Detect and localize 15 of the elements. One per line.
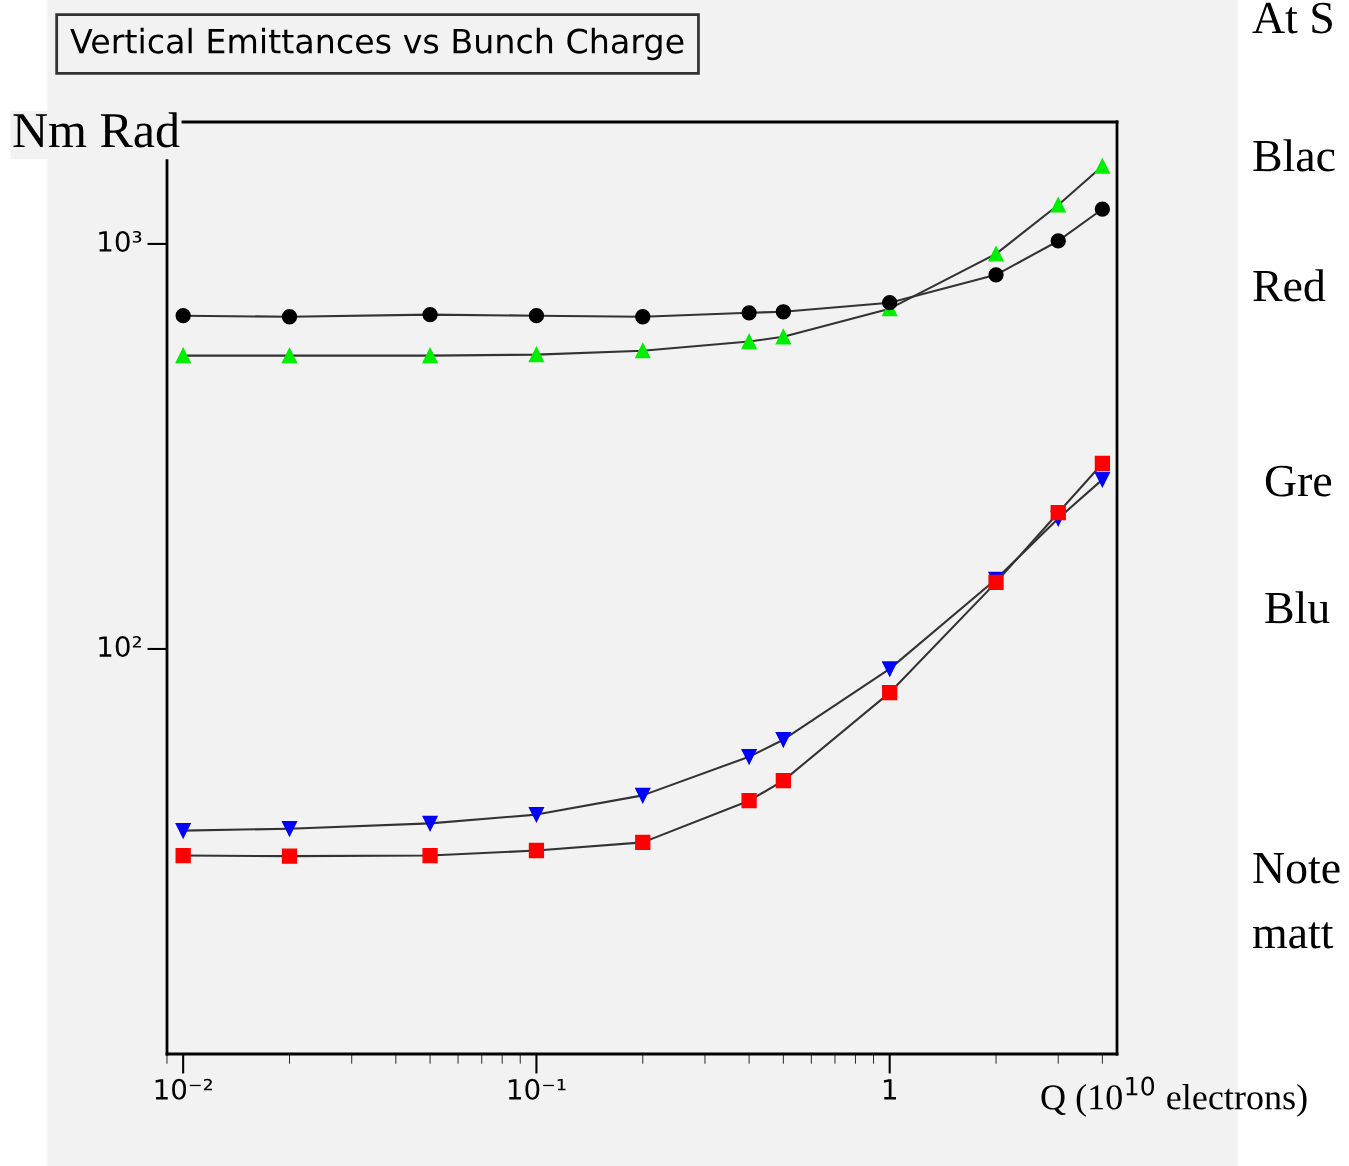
x-tick-label: 10⁻² [155, 1078, 212, 1100]
x-tick-label: 10⁻¹ [508, 1078, 566, 1100]
text: At S [1252, 2, 1332, 34]
text: Red [1253, 269, 1326, 302]
text: Blu [1265, 591, 1330, 624]
x-tick-label: 1 [883, 1079, 896, 1100]
text: matt [1252, 922, 1334, 949]
text: Note [1253, 853, 1340, 884]
x-axis-title: Q (10$^{10}$ electrons) [1041, 1076, 1307, 1117]
text: Gre [1265, 465, 1332, 497]
y-axis-title: Nm Rad [13, 112, 180, 148]
text: Blac [1253, 139, 1335, 172]
y-tick-label: 10³ [99, 230, 142, 252]
chart-title: Vertical Emittances vs Bunch Charge [70, 27, 684, 61]
y-tick-label: 10² [99, 636, 141, 658]
